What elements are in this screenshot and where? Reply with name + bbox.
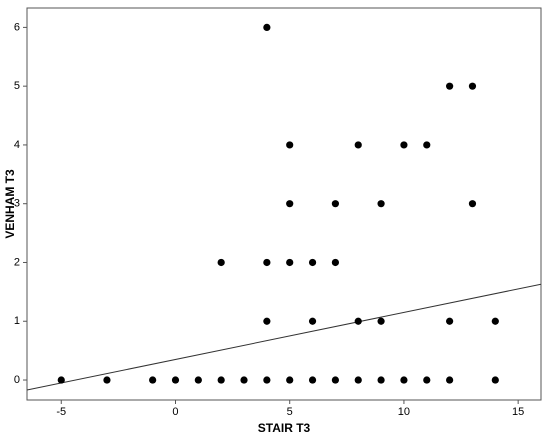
x-tick-label: 5 <box>287 406 293 418</box>
y-tick-label: 5 <box>14 80 20 92</box>
point <box>286 376 294 384</box>
point <box>286 141 294 149</box>
point <box>354 317 362 325</box>
point <box>400 141 408 149</box>
point <box>286 258 294 267</box>
point <box>354 141 362 149</box>
point <box>286 200 294 208</box>
point <box>423 141 431 149</box>
point <box>308 258 317 267</box>
x-axis-title: STAIR T3 <box>258 421 311 435</box>
point <box>468 200 477 208</box>
point <box>263 317 271 325</box>
point <box>377 376 385 384</box>
y-tick-label: 2 <box>14 256 20 268</box>
point <box>263 258 271 267</box>
point <box>377 200 385 208</box>
y-tick-label: 4 <box>14 139 20 151</box>
point <box>331 258 339 267</box>
point <box>240 376 248 384</box>
y-tick-label: 0 <box>14 374 20 386</box>
point <box>446 82 454 90</box>
x-tick-label: 15 <box>512 406 524 418</box>
fit-line <box>26 283 542 391</box>
point <box>354 376 362 384</box>
x-tick-label: 10 <box>398 406 410 418</box>
y-tick-label: 3 <box>14 198 20 210</box>
point <box>217 258 225 267</box>
point <box>308 317 317 325</box>
y-axis-title: VENHAM T3 <box>3 169 17 239</box>
point <box>103 376 111 384</box>
point <box>468 82 477 90</box>
point <box>331 376 339 384</box>
point <box>491 317 499 325</box>
x-tick-label: 0 <box>172 406 178 418</box>
point <box>446 376 454 384</box>
point <box>263 23 271 31</box>
point <box>331 200 339 208</box>
point <box>446 317 454 325</box>
point <box>171 376 180 384</box>
point <box>400 376 408 384</box>
point <box>423 376 431 384</box>
point <box>377 317 385 325</box>
point <box>263 376 271 384</box>
point <box>149 376 157 384</box>
point <box>308 376 317 384</box>
x-tick-label: -5 <box>56 406 66 418</box>
point <box>57 376 65 384</box>
y-tick-label: 1 <box>14 315 20 327</box>
point <box>491 376 499 384</box>
point <box>194 376 202 384</box>
plot-area <box>26 7 542 401</box>
y-tick-label: 6 <box>14 21 20 33</box>
point <box>217 376 225 384</box>
